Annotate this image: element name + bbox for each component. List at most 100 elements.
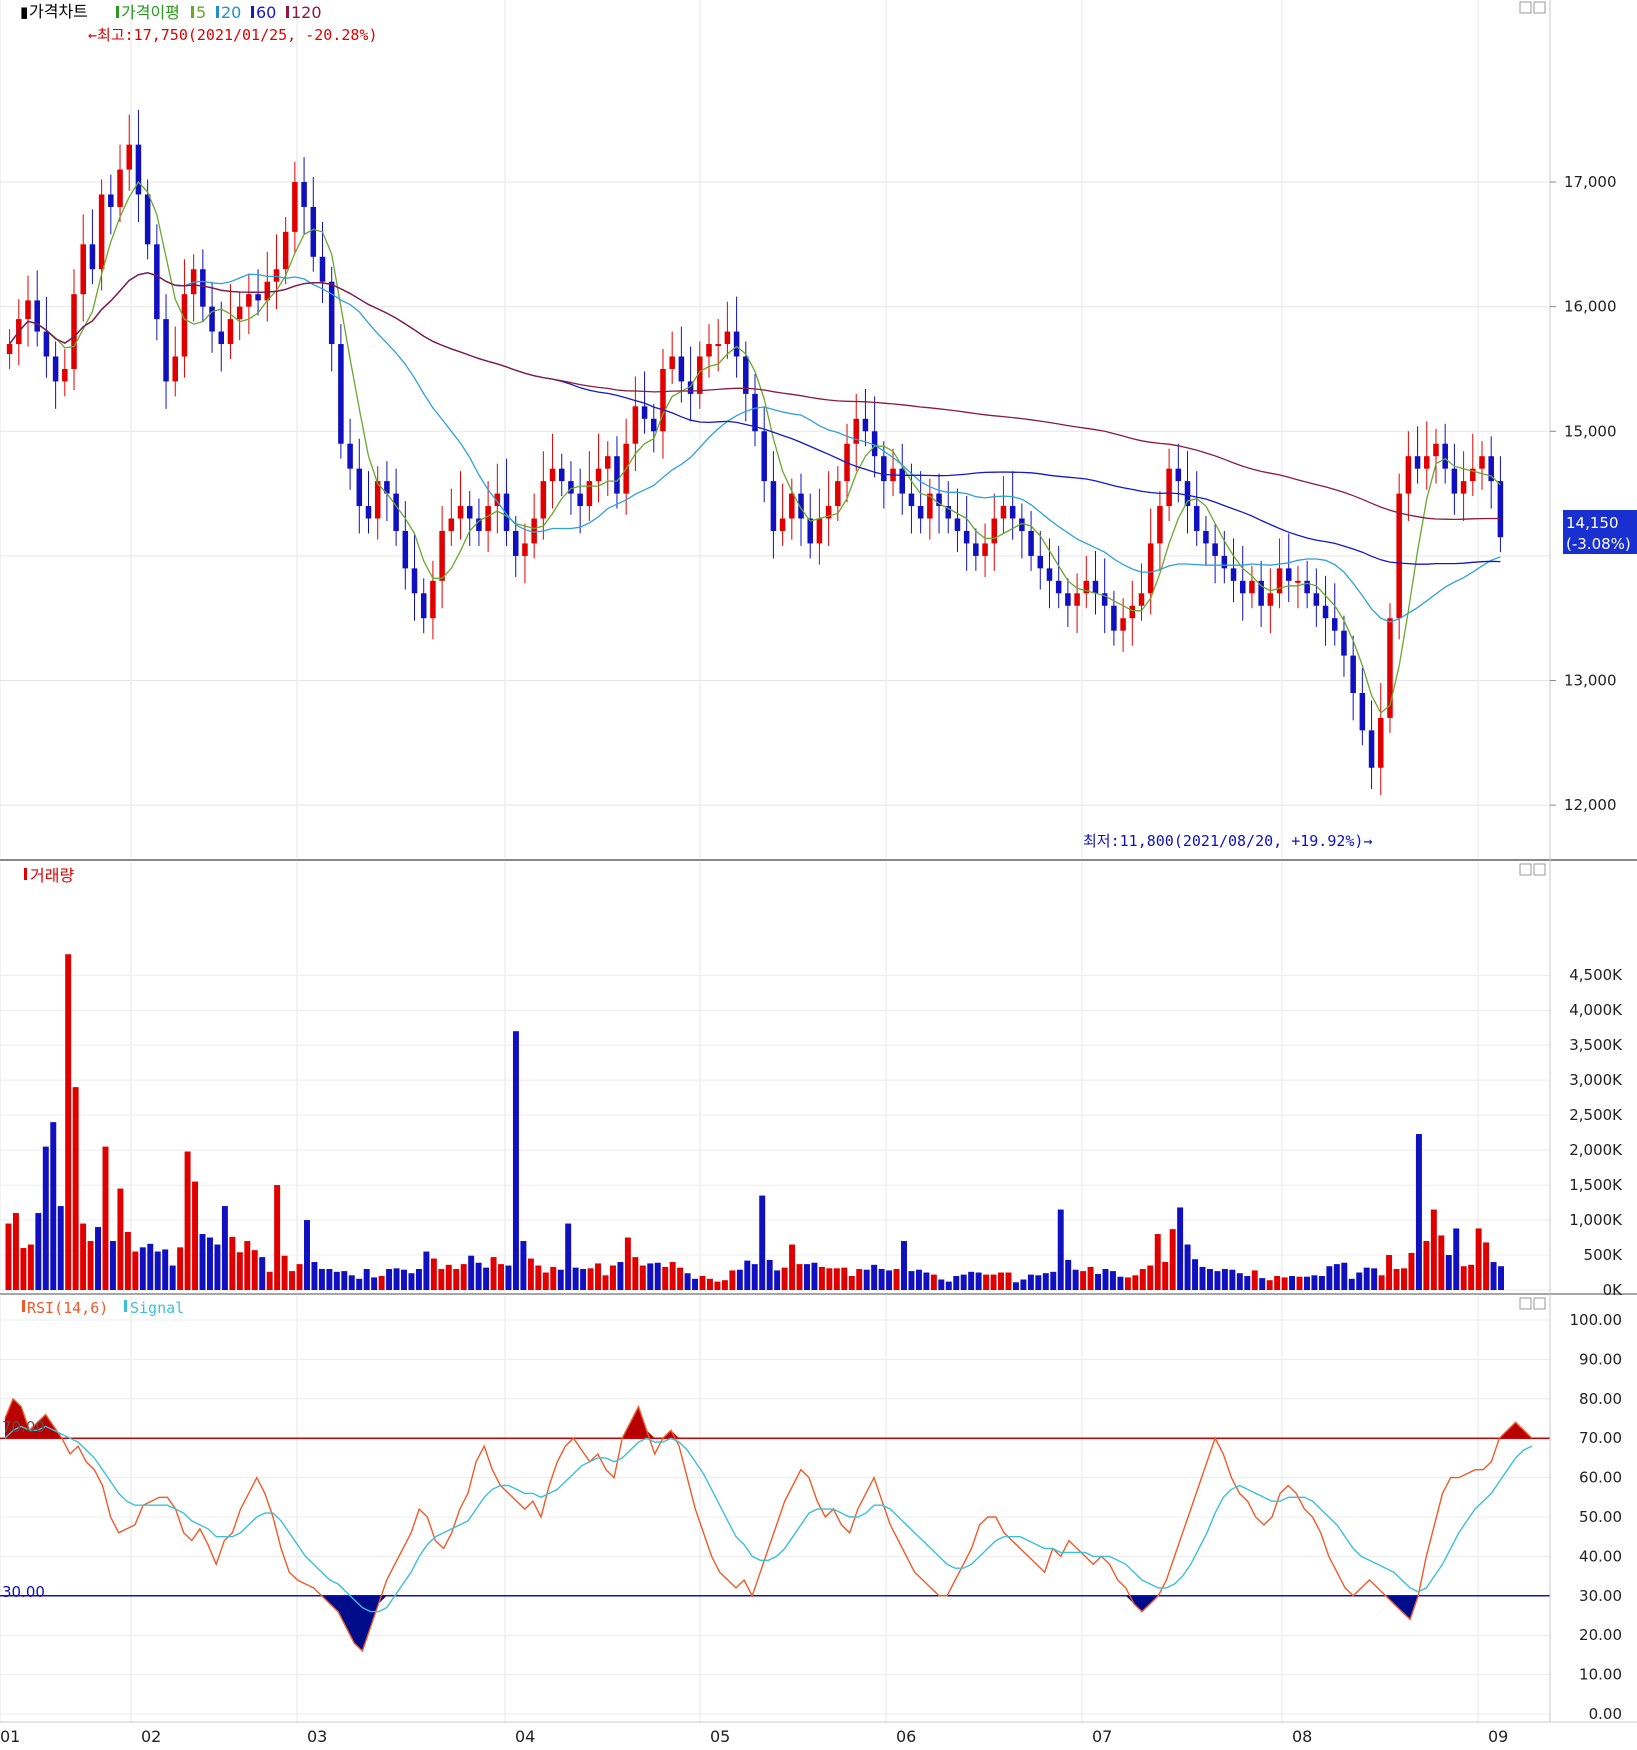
- candle-body: [374, 481, 381, 519]
- volume-tick-label: 4,000K: [1569, 1001, 1623, 1019]
- volume-bar: [1386, 1255, 1393, 1290]
- volume-bar: [139, 1247, 146, 1290]
- volume-bar: [706, 1278, 713, 1290]
- volume-bar: [1468, 1264, 1475, 1290]
- volume-bar: [498, 1264, 504, 1290]
- volume-bar: [318, 1269, 325, 1290]
- candle-body: [687, 381, 694, 394]
- volume-bar: [751, 1264, 758, 1290]
- x-tick-label: 01: [0, 1727, 20, 1746]
- candle-body: [466, 506, 473, 519]
- volume-bar: [915, 1269, 922, 1290]
- volume-bar: [1333, 1264, 1340, 1290]
- volume-bar: [154, 1251, 161, 1290]
- rsi-line: [4, 1397, 1533, 1653]
- candle-body: [135, 144, 142, 195]
- candle-body: [246, 294, 252, 307]
- volume-bar: [789, 1244, 796, 1290]
- volume-bar: [1162, 1262, 1169, 1290]
- candle-body: [927, 493, 933, 519]
- candle-body: [1267, 593, 1274, 606]
- volume-tick-label: 3,500K: [1569, 1036, 1623, 1054]
- volume-bar: [930, 1274, 937, 1290]
- candle-body: [338, 344, 344, 444]
- x-tick-label: 02: [141, 1727, 161, 1746]
- volume-bar: [12, 1213, 19, 1290]
- price-moving-averages: [9, 180, 1501, 714]
- candle-body: [163, 319, 169, 382]
- volume-bar: [341, 1271, 348, 1290]
- volume-bar: [57, 1206, 64, 1290]
- candle-body: [264, 281, 271, 301]
- x-axis: 01 02 03 04 05 06 07 08 09: [0, 1727, 1508, 1746]
- volume-bar: [430, 1258, 437, 1290]
- candle-body: [108, 194, 114, 207]
- volume-bar: [1289, 1276, 1296, 1290]
- candle-body: [752, 393, 758, 432]
- legend-label: 가격이평: [121, 3, 180, 22]
- candle-body: [743, 356, 749, 394]
- price-tick-label: 13,000: [1564, 672, 1617, 690]
- candle-body: [1341, 630, 1347, 656]
- candle-body: [476, 518, 482, 531]
- minimize-icon[interactable]: [1519, 1297, 1532, 1310]
- candle-body: [724, 331, 731, 345]
- candle-body: [255, 294, 261, 301]
- volume-bar: [117, 1188, 124, 1290]
- legend-marker: [286, 6, 289, 18]
- rsi-tick-label: 70.00: [1579, 1429, 1622, 1447]
- candle-body: [172, 356, 179, 382]
- volume-bar: [1214, 1271, 1221, 1290]
- volume-bar: [1244, 1276, 1251, 1290]
- minimize-icon[interactable]: [1519, 1, 1532, 14]
- volume-bar: [1371, 1268, 1378, 1290]
- volume-bar: [953, 1276, 960, 1290]
- volume-bar: [998, 1272, 1004, 1290]
- candle-body: [835, 481, 841, 507]
- volume-bar: [1408, 1252, 1415, 1290]
- volume-panel-buttons[interactable]: [1519, 863, 1546, 876]
- price-panel-buttons[interactable]: [1519, 1, 1546, 14]
- rsi-level-70-label: 70.00: [2, 1418, 45, 1436]
- candle-body: [393, 493, 399, 531]
- candle-body: [1276, 568, 1283, 594]
- legend-marker: [191, 6, 194, 18]
- candle-body: [908, 493, 915, 507]
- volume-bar: [274, 1185, 281, 1290]
- legend-label: 60: [256, 3, 276, 22]
- volume-bar: [483, 1267, 490, 1290]
- volume-bar: [893, 1269, 900, 1290]
- close-icon[interactable]: [1533, 1, 1546, 14]
- volume-bar: [1124, 1277, 1131, 1290]
- volume-bar: [714, 1281, 721, 1290]
- volume-bar: [386, 1269, 393, 1290]
- volume-tick-label: 500K: [1584, 1246, 1624, 1264]
- volume-bar: [378, 1276, 385, 1290]
- volume-bar: [1326, 1266, 1333, 1290]
- volume-bar: [1177, 1207, 1184, 1290]
- rsi-tick-label: 50.00: [1579, 1508, 1622, 1526]
- price-tick-label: 12,000: [1564, 796, 1617, 814]
- signal-line: [4, 1425, 1533, 1613]
- volume-bar: [945, 1281, 952, 1290]
- candle-body: [402, 530, 409, 569]
- volume-bar: [587, 1268, 594, 1290]
- close-icon[interactable]: [1533, 863, 1546, 876]
- volume-grid: [0, 862, 1550, 1292]
- candle-body: [1101, 593, 1108, 606]
- candle-body: [34, 300, 40, 332]
- candle-body: [126, 144, 132, 170]
- volume-bar: [251, 1250, 258, 1290]
- candle-body: [1331, 618, 1338, 631]
- volume-tick-label: 1,500K: [1569, 1176, 1623, 1194]
- candle-body: [853, 418, 859, 444]
- minimize-icon[interactable]: [1519, 863, 1532, 876]
- candle-body: [503, 493, 510, 531]
- volume-bar: [475, 1262, 482, 1290]
- candle-body: [301, 182, 307, 207]
- close-icon[interactable]: [1533, 1297, 1546, 1310]
- candle-body: [522, 543, 528, 556]
- volume-bar: [1415, 1134, 1422, 1290]
- candle-body: [614, 456, 620, 494]
- rsi-panel-buttons[interactable]: [1519, 1297, 1546, 1310]
